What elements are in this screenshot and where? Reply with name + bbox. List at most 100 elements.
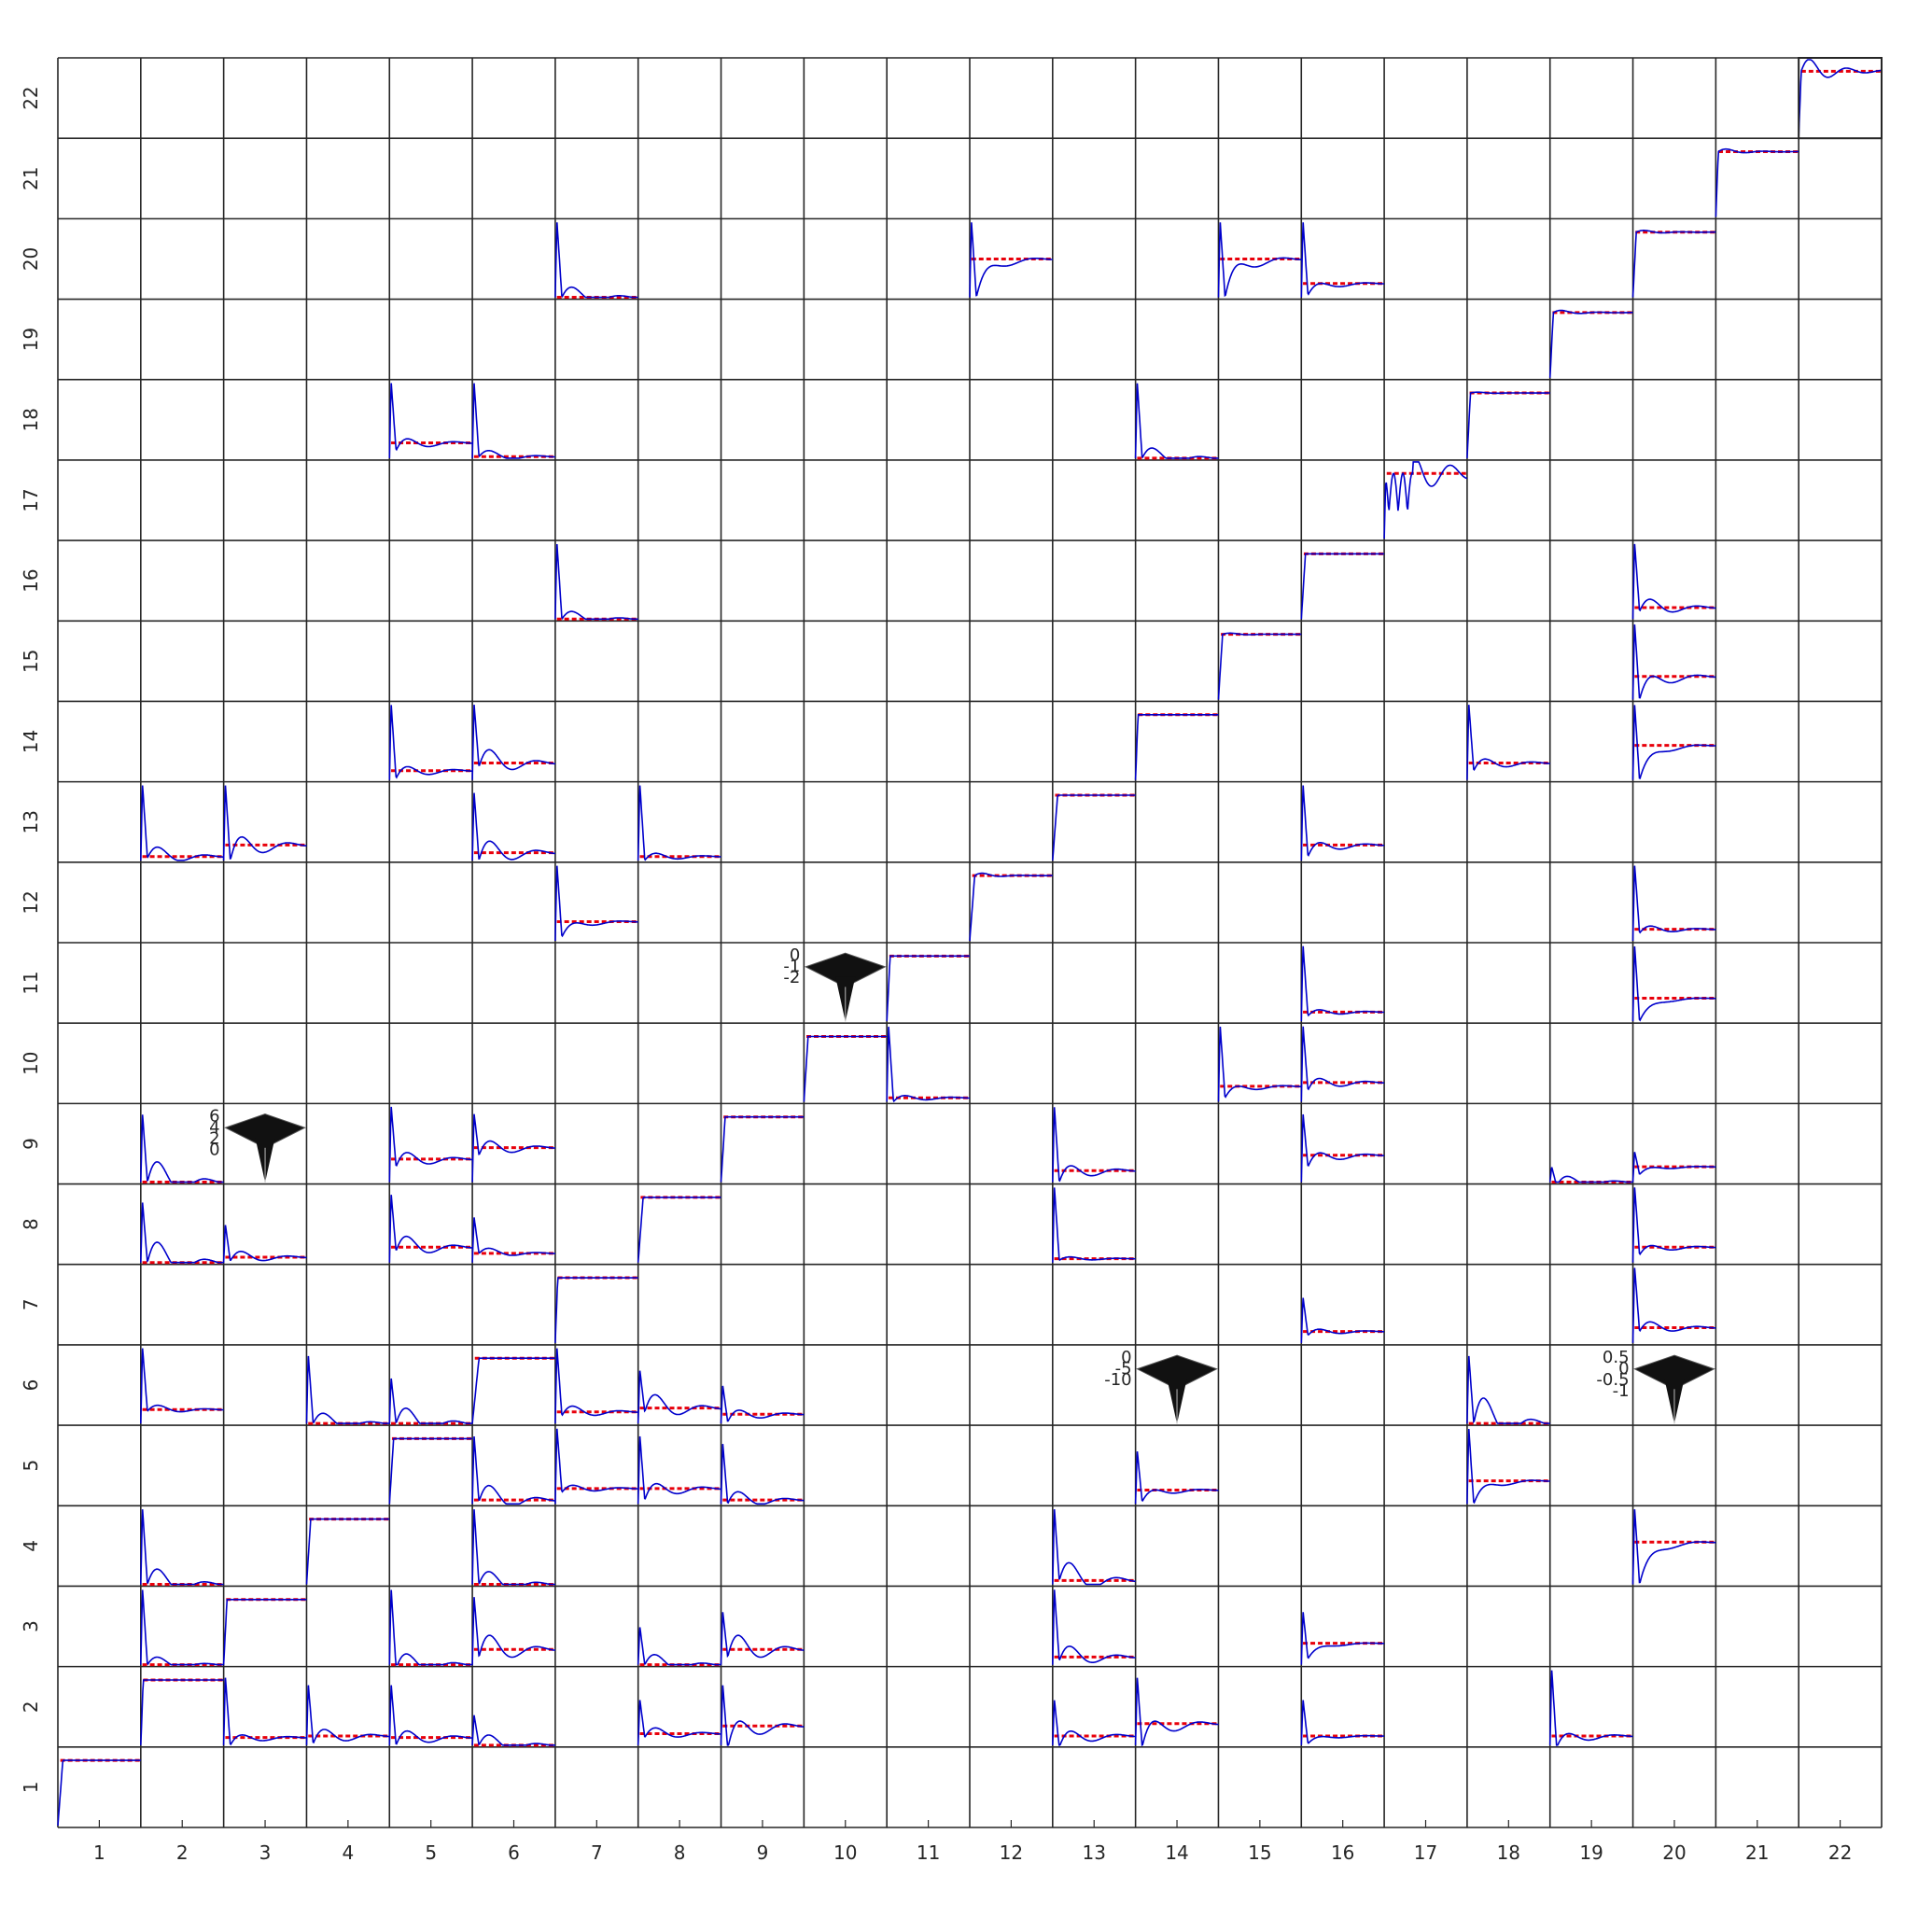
diagonal-response-curve [1466, 391, 1550, 458]
coupling-response-curve [1631, 624, 1716, 700]
surface-z-tick-label: -2 [783, 968, 800, 987]
coupling-response-curve [140, 1202, 224, 1264]
diagonal-response-curve [1134, 713, 1219, 780]
y-tick-label: 20 [20, 247, 42, 271]
diagonal-response-curve [57, 1759, 141, 1827]
x-tick-label: 4 [342, 1841, 354, 1864]
coupling-response-curve [720, 1685, 805, 1746]
y-tick-label: 7 [20, 1298, 42, 1310]
diagonal-response-curve [140, 1679, 224, 1745]
coupling-response-curve [1548, 1167, 1633, 1183]
surface-z-tick-label: 0 [209, 1141, 219, 1160]
coupling-response-curve [1052, 1107, 1136, 1183]
coupling-response-curve [1052, 1187, 1136, 1263]
y-tick-label: 14 [20, 730, 42, 753]
y-tick-label: 16 [20, 568, 42, 592]
coupling-response-curve [140, 1589, 224, 1666]
y-tick-label: 1 [20, 1782, 42, 1794]
coupling-response-curve [1300, 1700, 1385, 1745]
diagonal-response-curve [388, 1437, 473, 1505]
coupling-response-curve [720, 1612, 805, 1665]
coupling-response-curve [471, 705, 556, 780]
x-tick-labels: 1 2 3 4 5 6 7 8 9 10 11 12 13 14 15 16 17 18 19 20 21 22 [93, 1841, 1852, 1864]
diagonal-response-curve [1217, 632, 1302, 700]
surface-z-tick-label: 0 [790, 945, 800, 965]
y-tick-label: 12 [20, 890, 42, 914]
diagonal-response-curve [305, 1518, 390, 1585]
coupling-response-curve [1217, 222, 1302, 298]
coupling-response-curve [1134, 1451, 1219, 1505]
y-tick-label: 15 [20, 650, 42, 673]
response-curves [57, 59, 1883, 1827]
coupling-response-curve [1631, 543, 1716, 620]
y-tick-label: 10 [20, 1052, 42, 1075]
y-tick-label: 21 [20, 167, 42, 190]
surface-z-tick-label: 0 [1618, 1359, 1629, 1379]
coupling-response-curve [471, 1597, 556, 1665]
surface-inset: 0-5-10 [1104, 1348, 1218, 1424]
y-tick-label: 18 [20, 408, 42, 431]
surface-z-tick-label: 0 [1121, 1348, 1131, 1367]
y-tick-label: 19 [20, 328, 42, 351]
coupling-response-curve [1300, 1297, 1385, 1343]
x-tick-label: 15 [1248, 1841, 1271, 1864]
coupling-response-curve [305, 1355, 390, 1424]
coupling-response-curve [1300, 1612, 1385, 1665]
coupling-response-curve [471, 792, 556, 861]
y-tick-label: 11 [20, 971, 42, 994]
x-tick-label: 20 [1662, 1841, 1686, 1864]
diagonal-response-curve [969, 872, 1053, 942]
surface-z-tick-label: -1 [1613, 1381, 1630, 1401]
coupling-response-curve [471, 1715, 555, 1746]
y-tick-label: 9 [20, 1138, 42, 1150]
y-tick-label: 4 [20, 1540, 42, 1552]
highlighted-cell-frame [1798, 57, 1883, 140]
diagonal-response-curve [803, 1035, 888, 1102]
x-tick-label: 17 [1414, 1841, 1437, 1864]
coupling-response-curve [471, 1217, 555, 1263]
coupling-response-curve [140, 1114, 224, 1183]
coupling-response-curve [1631, 865, 1716, 942]
surface-inset: 0.50-0.5-1 [1596, 1348, 1715, 1424]
coupling-response-curve [1631, 1267, 1716, 1343]
coupling-response-curve [222, 1677, 307, 1746]
x-tick-label: 11 [917, 1841, 940, 1864]
coupling-response-curve [1631, 705, 1716, 780]
surface-inset: 0-1-2 [783, 945, 887, 1022]
coupling-response-curve [886, 1027, 970, 1103]
diagonal-response-curve [222, 1599, 307, 1665]
coupling-response-curve [140, 1348, 224, 1424]
coupling-response-curve [1134, 383, 1219, 459]
x-tick-label: 5 [425, 1841, 437, 1864]
coupling-response-curve [720, 1444, 805, 1505]
x-tick-label: 21 [1745, 1841, 1769, 1864]
x-tick-label: 9 [757, 1841, 769, 1864]
surface-z-tick-label: -5 [1115, 1359, 1132, 1379]
coupling-response-curve [1631, 1152, 1716, 1183]
coupling-response-curve [1548, 1670, 1633, 1746]
surface-z-tick-label: 2 [209, 1128, 219, 1148]
coupling-response-curve [388, 1685, 473, 1745]
coupling-response-curve [222, 785, 307, 861]
coupling-response-curve [720, 1385, 805, 1424]
coupling-response-curve [1300, 945, 1385, 1022]
coupling-response-curve [1217, 1026, 1302, 1102]
surface-z-tick-label: -1 [783, 957, 800, 976]
coupling-response-curve [1466, 1355, 1550, 1424]
diagonal-response-curve [471, 1357, 555, 1424]
coupling-response-curve [969, 222, 1053, 298]
coupling-response-curve [1300, 785, 1385, 861]
coupling-response-curve [1631, 1509, 1716, 1585]
coupling-response-curve [637, 785, 721, 861]
coupling-response-curve [388, 1589, 473, 1666]
coupling-response-curve [471, 1113, 556, 1183]
diagonal-response-curve [1052, 794, 1136, 861]
coupling-response-curve [471, 383, 555, 459]
y-tick-label: 2 [20, 1701, 42, 1713]
y-tick-label: 3 [20, 1620, 42, 1632]
diagonal-response-curve [720, 1115, 805, 1183]
